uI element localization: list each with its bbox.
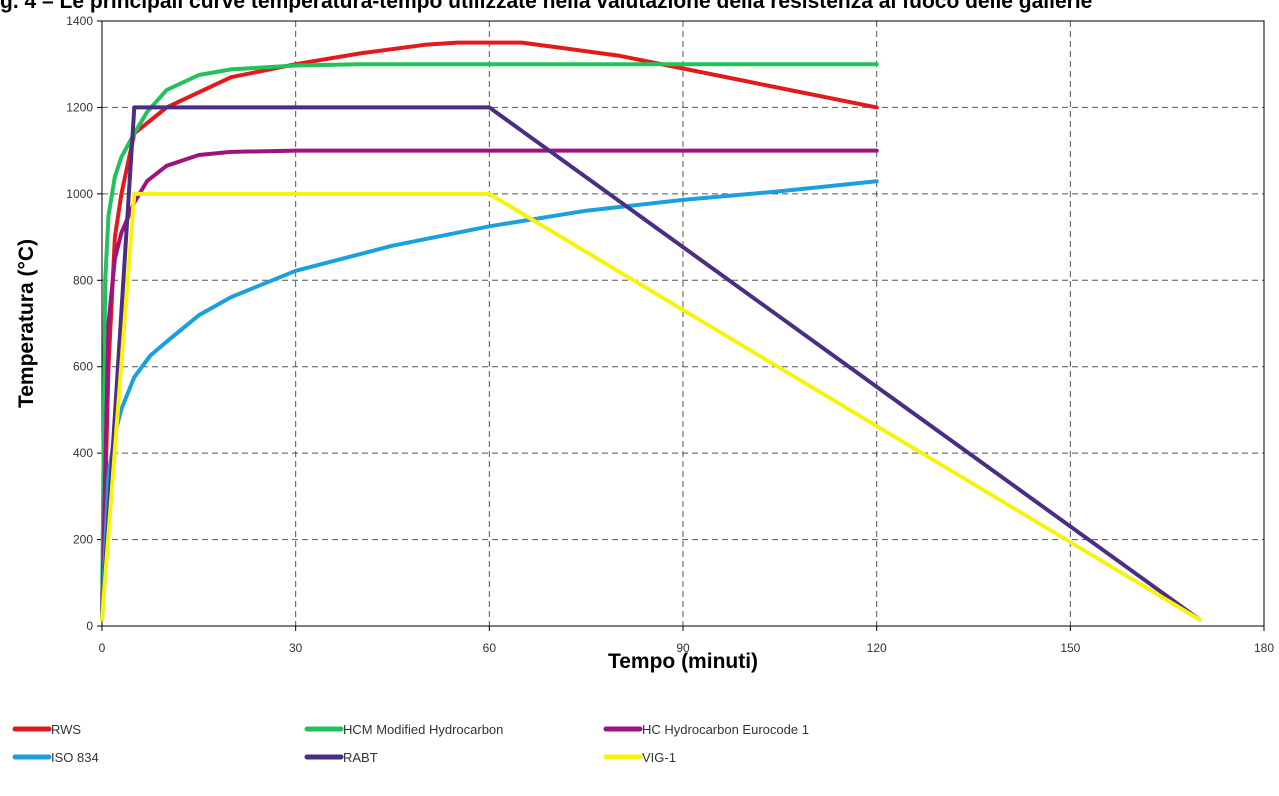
x-tick-label: 150 xyxy=(1060,641,1080,655)
legend-label-vig-1: VIG-1 xyxy=(642,750,676,765)
series-line-rabt xyxy=(100,105,1202,622)
series-lines xyxy=(100,40,1202,622)
grid-lines xyxy=(102,21,1264,626)
y-tick-label: 600 xyxy=(73,360,93,374)
axis-ticks: 0 30 60 90 120 150 180 0 200 400 600 800 1000 1200 140… xyxy=(66,14,1274,655)
x-tick-label: 180 xyxy=(1254,641,1274,655)
legend-label-hcm-modified-hydrocarbon: HCM Modified Hydrocarbon xyxy=(343,722,503,737)
series-line-hc-hydrocarbon-eurocode-1 xyxy=(100,148,879,620)
y-tick-label: 0 xyxy=(86,619,93,633)
series-line-rws xyxy=(100,40,879,620)
x-tick-label: 120 xyxy=(867,641,887,655)
legend-label-rabt: RABT xyxy=(343,750,378,765)
y-tick-label: 200 xyxy=(73,533,93,547)
x-axis-title: Tempo (minuti) xyxy=(608,650,758,673)
x-tick-label: 60 xyxy=(483,641,497,655)
legend: RWS HCM Modified Hydrocarbon HC Hydrocarbo… xyxy=(12,722,809,765)
series-line-vig-1 xyxy=(100,191,1202,622)
x-tick-label: 0 xyxy=(99,641,106,655)
y-tick-label: 800 xyxy=(73,273,93,287)
y-tick-label: 1400 xyxy=(66,14,93,28)
legend-label-rws: RWS xyxy=(51,722,81,737)
x-tick-label: 30 xyxy=(289,641,303,655)
chart-title: g. 4 – Le principali curve temperatura-t… xyxy=(0,0,1093,13)
y-tick-label: 400 xyxy=(73,446,93,460)
legend-label-iso-834: ISO 834 xyxy=(51,750,99,765)
x-tick-label: 90 xyxy=(676,641,690,655)
legend-label-hc-hydrocarbon-eurocode-1: HC Hydrocarbon Eurocode 1 xyxy=(642,722,809,737)
y-tick-label: 1000 xyxy=(66,187,93,201)
y-tick-label: 1200 xyxy=(66,100,93,114)
y-axis-title: Temperatura (°C) xyxy=(15,239,38,408)
series-line-hcm-modified-hydrocarbon xyxy=(100,62,879,620)
